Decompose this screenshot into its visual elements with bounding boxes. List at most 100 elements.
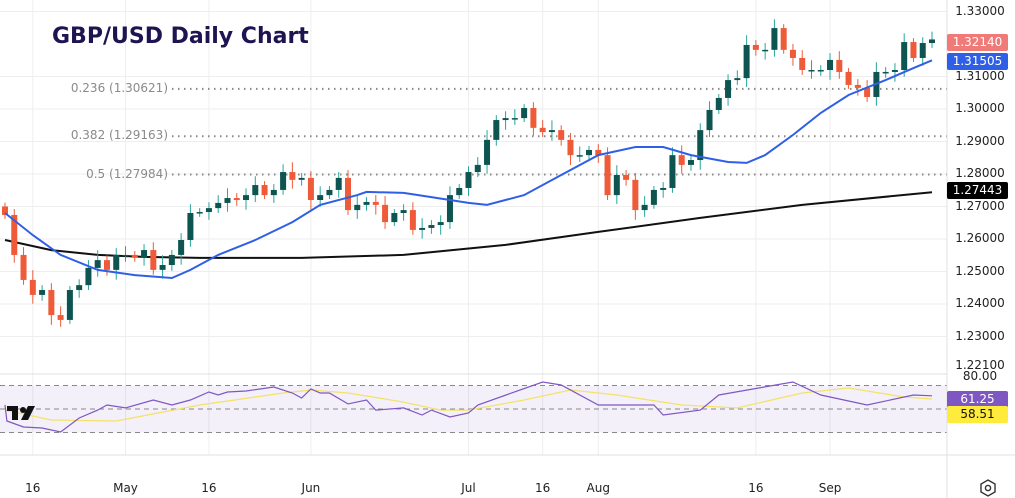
fib-level-label: 0.236 (1.30621): [70, 80, 168, 95]
candle-down: [307, 177, 314, 200]
candle-up: [215, 202, 222, 209]
candle-up: [141, 250, 148, 258]
candle-up: [76, 285, 83, 291]
candle-up: [521, 108, 528, 119]
candle-up: [419, 227, 426, 230]
tradingview-logo-icon[interactable]: [7, 404, 39, 422]
candle-down: [780, 28, 787, 50]
time-tick-label: 16: [25, 481, 41, 495]
candle-up: [456, 187, 463, 196]
candle-up: [94, 260, 101, 268]
chart-title: GBP/USD Daily Chart: [52, 24, 309, 49]
candle-down: [261, 185, 268, 196]
candle-up: [326, 189, 333, 196]
candle-down: [539, 127, 546, 133]
candle-down: [632, 179, 639, 211]
time-tick-label: Jun: [301, 481, 321, 495]
price-tick-label: 1.24000: [955, 296, 1005, 310]
rsi-ma-line: [4, 387, 933, 422]
candle-down: [2, 206, 8, 215]
price-tick-label: 1.33000: [955, 3, 1005, 18]
ma-fast-line: [4, 59, 933, 280]
time-tick-label: Sep: [818, 481, 842, 495]
candle-up: [706, 109, 713, 131]
candle-up: [919, 43, 926, 58]
time-tick-label: Aug: [586, 481, 610, 495]
candle-down: [20, 254, 27, 280]
candle-up: [446, 195, 453, 223]
price-tick-label: 1.29000: [955, 133, 1005, 148]
candle-up: [669, 155, 676, 188]
candle-up: [298, 177, 305, 180]
candles: [2, 19, 935, 327]
candle-down: [789, 49, 796, 58]
candle-up: [243, 195, 250, 200]
candle-up: [85, 267, 92, 286]
price-tick-label: 1.22100: [955, 357, 1005, 372]
candle-up: [437, 222, 444, 226]
candle-up: [493, 120, 500, 140]
candle-up: [687, 160, 694, 165]
candle-up: [168, 254, 175, 265]
candle-up: [511, 118, 518, 120]
candle-up: [613, 174, 620, 196]
settings-icon[interactable]: [978, 478, 998, 498]
candle-down: [678, 155, 685, 165]
candle-up: [159, 265, 166, 270]
candle-down: [57, 315, 64, 320]
candle-up: [400, 210, 407, 213]
price-tick-label: 1.30000: [955, 101, 1005, 115]
ma-slow-line: [4, 191, 933, 259]
candle-down: [752, 44, 759, 50]
price-tick-label: 1.25000: [955, 263, 1005, 278]
candle-down: [854, 84, 861, 88]
candle-down: [558, 130, 565, 140]
candle-up: [697, 130, 704, 161]
candle-up: [484, 139, 491, 165]
ma-slow-series: [4, 191, 933, 259]
candle-up: [586, 149, 593, 156]
rsi-pane: [0, 381, 947, 433]
candle-up: [205, 208, 212, 213]
candle-down: [344, 177, 351, 211]
candle-down: [233, 198, 240, 200]
candle-up: [178, 239, 185, 255]
fib-level-label: 0.382 (1.29163): [70, 128, 168, 143]
candle-down: [372, 201, 379, 205]
candle-up: [808, 70, 815, 72]
candle-up: [363, 201, 370, 205]
price-tick-label: 1.26000: [955, 231, 1005, 245]
candle-down: [864, 87, 871, 97]
candle-up: [502, 118, 509, 121]
candle-up: [660, 187, 667, 190]
candle-up: [428, 225, 435, 228]
candle-down: [289, 172, 296, 180]
candle-up: [465, 172, 472, 188]
candle-up: [882, 71, 889, 74]
candle-up: [391, 213, 398, 223]
time-tick-label: Jul: [461, 481, 476, 495]
candle-up: [929, 39, 935, 44]
candle-down: [567, 139, 574, 156]
rsi-ma-tag: 58.51: [947, 406, 1008, 423]
candle-up: [280, 172, 287, 190]
candle-up: [196, 212, 203, 214]
ma-fast-tag: 1.31505: [947, 53, 1008, 70]
candle-up: [817, 70, 824, 72]
candle-up: [39, 290, 46, 295]
rsi-value-tag: 61.25: [947, 391, 1008, 408]
candle-down: [409, 210, 416, 230]
last-price-tag: 1.32140: [947, 34, 1008, 51]
candle-down: [103, 260, 110, 270]
candle-up: [270, 189, 277, 196]
candle-up: [901, 42, 908, 70]
ma-fast-series: [4, 59, 933, 280]
candle-up: [891, 70, 898, 72]
candle-up: [762, 49, 769, 52]
candle-up: [252, 185, 259, 196]
candle-up: [354, 204, 361, 211]
candle-up: [771, 28, 778, 50]
candle-up: [734, 78, 741, 81]
fib-level-label: 0.5 (1.27984): [86, 166, 168, 181]
